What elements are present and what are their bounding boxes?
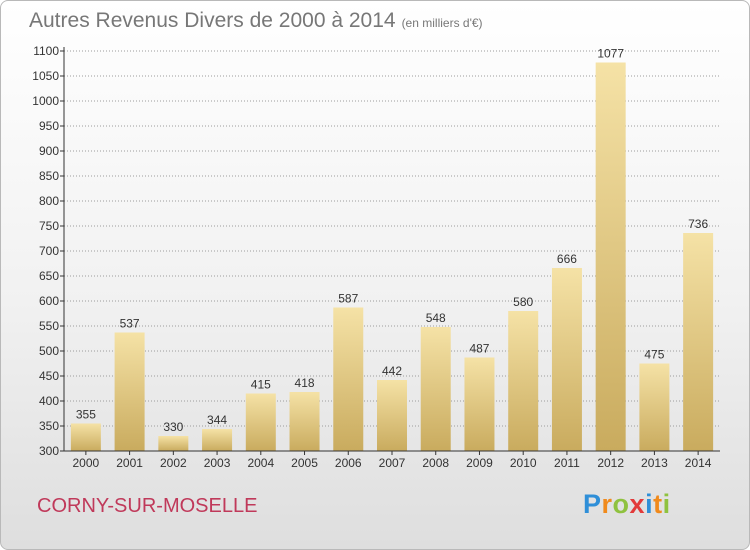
bar — [683, 233, 714, 451]
bar — [551, 268, 582, 451]
logo-letter: t — [653, 489, 663, 519]
data-label: 344 — [207, 413, 227, 427]
bar — [289, 392, 320, 451]
data-label: 418 — [295, 376, 315, 390]
x-tick-label: 2002 — [160, 456, 187, 470]
bar — [202, 429, 233, 451]
bar — [377, 380, 407, 451]
y-tick-label: 550 — [39, 319, 59, 333]
bar — [333, 307, 364, 451]
chart-subtitle: (en milliers d'€) — [401, 16, 483, 30]
data-label: 487 — [469, 342, 489, 356]
data-label: 415 — [251, 378, 271, 392]
data-label: 355 — [76, 408, 96, 422]
y-tick-label: 800 — [39, 194, 59, 208]
data-label: 587 — [338, 292, 358, 306]
y-tick-label: 500 — [39, 344, 59, 358]
logo-letter: i — [662, 489, 671, 519]
y-tick-label: 1000 — [32, 94, 59, 108]
y-tick-label: 900 — [39, 144, 59, 158]
x-tick-label: 2007 — [379, 456, 406, 470]
x-tick-label: 2005 — [291, 456, 318, 470]
x-tick-label: 2013 — [641, 456, 668, 470]
y-tick-label: 950 — [39, 119, 59, 133]
x-tick-label: 2003 — [204, 456, 231, 470]
data-label: 537 — [120, 317, 140, 331]
x-tick-label: 2006 — [335, 456, 362, 470]
bar — [70, 423, 101, 451]
y-tick-label: 850 — [39, 169, 59, 183]
y-tick-label: 700 — [39, 244, 59, 258]
x-tick-label: 2001 — [116, 456, 143, 470]
bar — [245, 393, 276, 451]
data-label: 330 — [163, 420, 183, 434]
x-tick-label: 2012 — [597, 456, 624, 470]
x-tick-label: 2014 — [685, 456, 712, 470]
data-label: 442 — [382, 364, 402, 378]
y-tick-label: 450 — [39, 369, 59, 383]
x-tick-label: 2009 — [466, 456, 493, 470]
y-tick-label: 650 — [39, 269, 59, 283]
data-label: 736 — [688, 217, 708, 231]
x-tick-label: 2008 — [422, 456, 449, 470]
x-tick-label: 2011 — [554, 456, 580, 470]
data-label: 666 — [557, 252, 577, 266]
data-label: 1077 — [597, 47, 624, 61]
proxiti-logo: Proxiti — [583, 489, 671, 520]
bar — [158, 436, 189, 451]
chart-title: Autres Revenus Divers de 2000 à 2014 (en … — [29, 9, 483, 33]
y-tick-label: 300 — [39, 444, 59, 458]
y-tick-label: 1100 — [33, 44, 59, 58]
y-tick-label: 600 — [39, 294, 59, 308]
logo-letter: r — [601, 489, 613, 519]
y-tick-label: 750 — [39, 219, 59, 233]
bar — [420, 327, 451, 451]
x-tick-label: 2000 — [73, 456, 100, 470]
y-tick-label: 350 — [39, 419, 59, 433]
x-tick-label: 2004 — [247, 456, 274, 470]
bar — [639, 363, 670, 451]
bar — [464, 357, 495, 451]
logo-letter: o — [612, 489, 630, 519]
bar — [595, 62, 626, 451]
x-tick-label: 2010 — [510, 456, 537, 470]
y-tick-label: 400 — [39, 394, 59, 408]
data-label: 580 — [513, 295, 533, 309]
data-label: 548 — [426, 311, 446, 325]
logo-letter: x — [629, 489, 646, 519]
data-label: 475 — [644, 348, 664, 362]
chart-title-text: Autres Revenus Divers de 2000 à 2014 — [29, 9, 396, 32]
logo-letter: P — [583, 489, 602, 519]
bar — [114, 332, 145, 451]
place-name: CORNY-SUR-MOSELLE — [37, 495, 258, 517]
y-tick-label: 1050 — [32, 69, 59, 83]
bar — [508, 311, 539, 451]
logo-letter: i — [645, 489, 654, 519]
